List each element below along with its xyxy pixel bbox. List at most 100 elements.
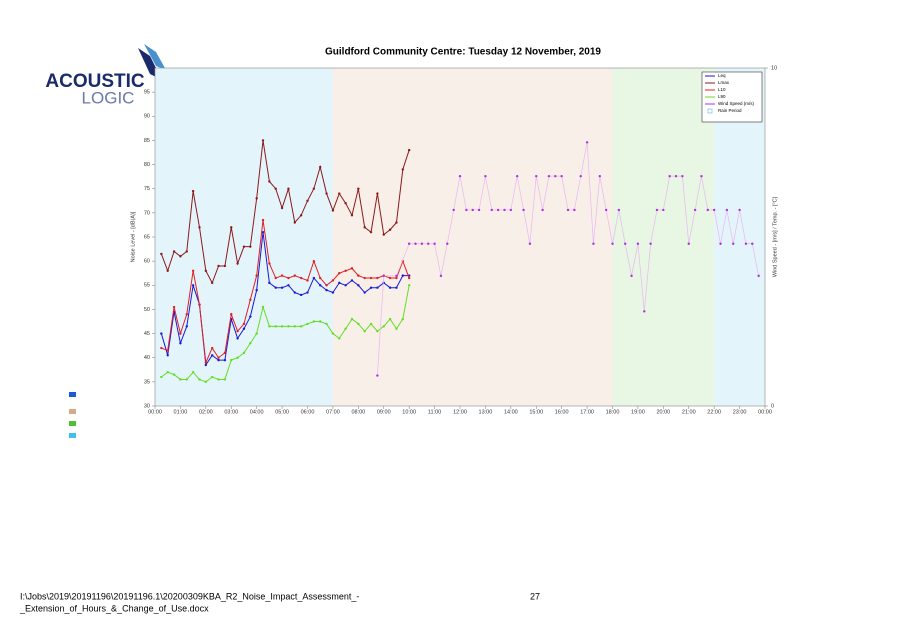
y-tick-label: 80	[144, 162, 150, 168]
chart: Guildford Community Centre: Tuesday 12 N…	[130, 47, 778, 416]
data-point	[236, 337, 239, 340]
legend-label: L90	[718, 94, 726, 99]
data-point	[179, 332, 182, 335]
x-tick-label: 10:00	[402, 409, 416, 415]
data-point	[217, 358, 220, 362]
data-point	[230, 313, 233, 316]
data-point	[407, 148, 411, 152]
data-point	[649, 242, 652, 245]
y-tick-label: 50	[144, 307, 150, 313]
data-point	[280, 206, 284, 210]
x-tick-label: 18:00	[606, 409, 620, 415]
data-point	[566, 208, 570, 212]
series-line	[161, 285, 410, 383]
data-point	[280, 274, 284, 277]
data-point	[287, 325, 290, 328]
logo-text: LOGIC	[82, 88, 135, 107]
data-point	[395, 276, 398, 280]
data-point	[382, 274, 385, 278]
data-point	[306, 291, 309, 294]
data-point	[338, 281, 341, 285]
data-point	[268, 281, 271, 285]
data-point	[700, 174, 703, 178]
data-point	[191, 269, 195, 272]
y-tick-label: 90	[144, 114, 150, 120]
data-point	[223, 358, 227, 362]
legend-label: Wind Speed (m/s)	[718, 101, 755, 106]
data-point	[261, 305, 265, 309]
data-point	[312, 320, 316, 323]
data-point	[693, 208, 697, 212]
y-axis-label: Noise Level - [dB(A)]	[130, 211, 136, 262]
data-point	[465, 208, 468, 212]
data-point	[376, 329, 379, 333]
data-point	[617, 208, 621, 212]
data-point	[331, 209, 335, 212]
data-point	[420, 242, 424, 245]
data-point	[331, 332, 335, 335]
y-tick-label: 70	[144, 210, 150, 216]
data-point	[350, 279, 354, 282]
y-tick-label: 55	[144, 283, 150, 289]
period-band	[332, 68, 613, 406]
legend: Leq Lmax L10 L90 Wind Speed (m/s) Rain Period	[701, 71, 763, 123]
data-point	[179, 378, 182, 381]
data-point	[477, 208, 481, 212]
data-point	[452, 208, 455, 212]
chart-title: Guildford Community Centre: Tuesday 12 N…	[325, 47, 601, 58]
data-point	[528, 242, 532, 245]
data-point	[401, 168, 405, 171]
data-point	[592, 242, 595, 245]
data-point	[433, 242, 436, 245]
data-point	[274, 187, 277, 190]
x-tick-label: 16:00	[555, 409, 569, 415]
data-point	[357, 284, 360, 287]
y-tick-label: 75	[144, 186, 150, 192]
data-point	[325, 192, 328, 195]
data-point	[242, 245, 246, 248]
data-point	[598, 174, 601, 178]
data-point	[185, 378, 188, 381]
data-point	[338, 272, 341, 275]
data-point	[331, 291, 335, 294]
x-tick-label: 00:00	[758, 409, 772, 415]
data-point	[344, 327, 347, 330]
data-point	[319, 276, 322, 280]
y2-tick-label: 0	[771, 403, 774, 409]
data-point	[376, 286, 379, 289]
data-point	[338, 192, 341, 195]
data-point	[172, 373, 176, 376]
data-point	[719, 242, 722, 245]
data-point	[236, 356, 239, 359]
x-tick-label: 11:00	[428, 409, 441, 415]
data-point	[757, 274, 760, 278]
y-tick-label: 65	[144, 234, 150, 240]
data-point	[166, 269, 169, 272]
data-point	[643, 310, 646, 313]
data-point	[668, 174, 671, 178]
square	[69, 433, 76, 438]
data-point	[604, 208, 608, 212]
data-point	[738, 208, 741, 212]
data-point	[350, 267, 354, 270]
period-band	[714, 68, 765, 406]
data-point	[179, 342, 182, 345]
data-point	[395, 327, 398, 330]
data-point	[376, 192, 379, 195]
data-point	[388, 317, 392, 321]
data-point	[274, 325, 277, 328]
data-point	[325, 288, 328, 292]
data-point	[681, 174, 684, 178]
data-point	[624, 242, 627, 245]
data-point	[223, 264, 227, 268]
data-point	[407, 276, 411, 280]
data-point	[560, 174, 563, 178]
data-point	[585, 141, 589, 144]
x-tick-label: 13:00	[479, 409, 493, 415]
data-point	[280, 286, 284, 289]
x-tick-label: 02:00	[199, 409, 213, 415]
data-point	[230, 226, 233, 229]
data-point	[312, 259, 316, 263]
data-point	[268, 325, 271, 328]
data-point	[287, 276, 290, 280]
